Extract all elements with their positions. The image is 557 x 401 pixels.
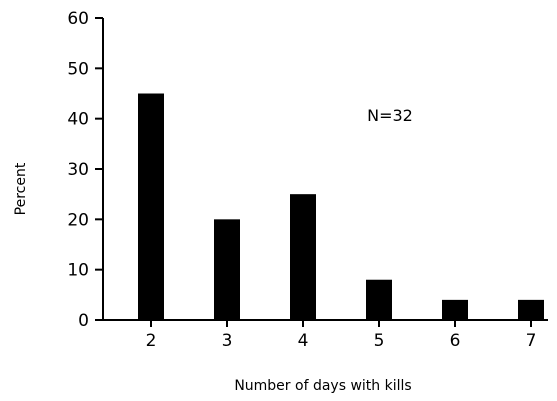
bar-7: [518, 299, 544, 320]
bar-5: [366, 279, 392, 320]
y-tick-label: 10: [67, 261, 89, 281]
x-tick-label: 5: [374, 331, 385, 351]
x-tick-label: 7: [526, 331, 537, 351]
x-tick-label: 4: [298, 331, 309, 351]
y-ticks: 0 10 20 30 40 50 60: [67, 9, 103, 331]
bar-2: [138, 93, 164, 320]
bar-6: [442, 299, 468, 320]
x-tick-label: 3: [222, 331, 233, 351]
x-tick-label: 2: [146, 331, 157, 351]
y-axis-label: Percent: [13, 162, 29, 215]
y-tick-label: 40: [67, 110, 89, 130]
bar-3: [214, 219, 240, 320]
x-tick-label: 6: [450, 331, 461, 351]
x-axis: 2 3 4 5 6 7: [103, 319, 548, 351]
y-tick-label: 50: [67, 59, 89, 79]
y-axis: 0 10 20 30 40 50 60: [67, 9, 104, 331]
y-tick-label: 60: [67, 9, 89, 29]
sample-size-annotation: N=32: [367, 106, 413, 125]
x-ticks: 2 3 4 5 6 7: [146, 320, 537, 351]
bar-4: [290, 194, 316, 320]
y-tick-label: 0: [78, 311, 89, 331]
y-tick-label: 20: [67, 210, 89, 230]
y-tick-label: 30: [67, 160, 89, 180]
bars: [138, 93, 544, 320]
x-axis-label: Number of days with kills: [234, 378, 411, 394]
